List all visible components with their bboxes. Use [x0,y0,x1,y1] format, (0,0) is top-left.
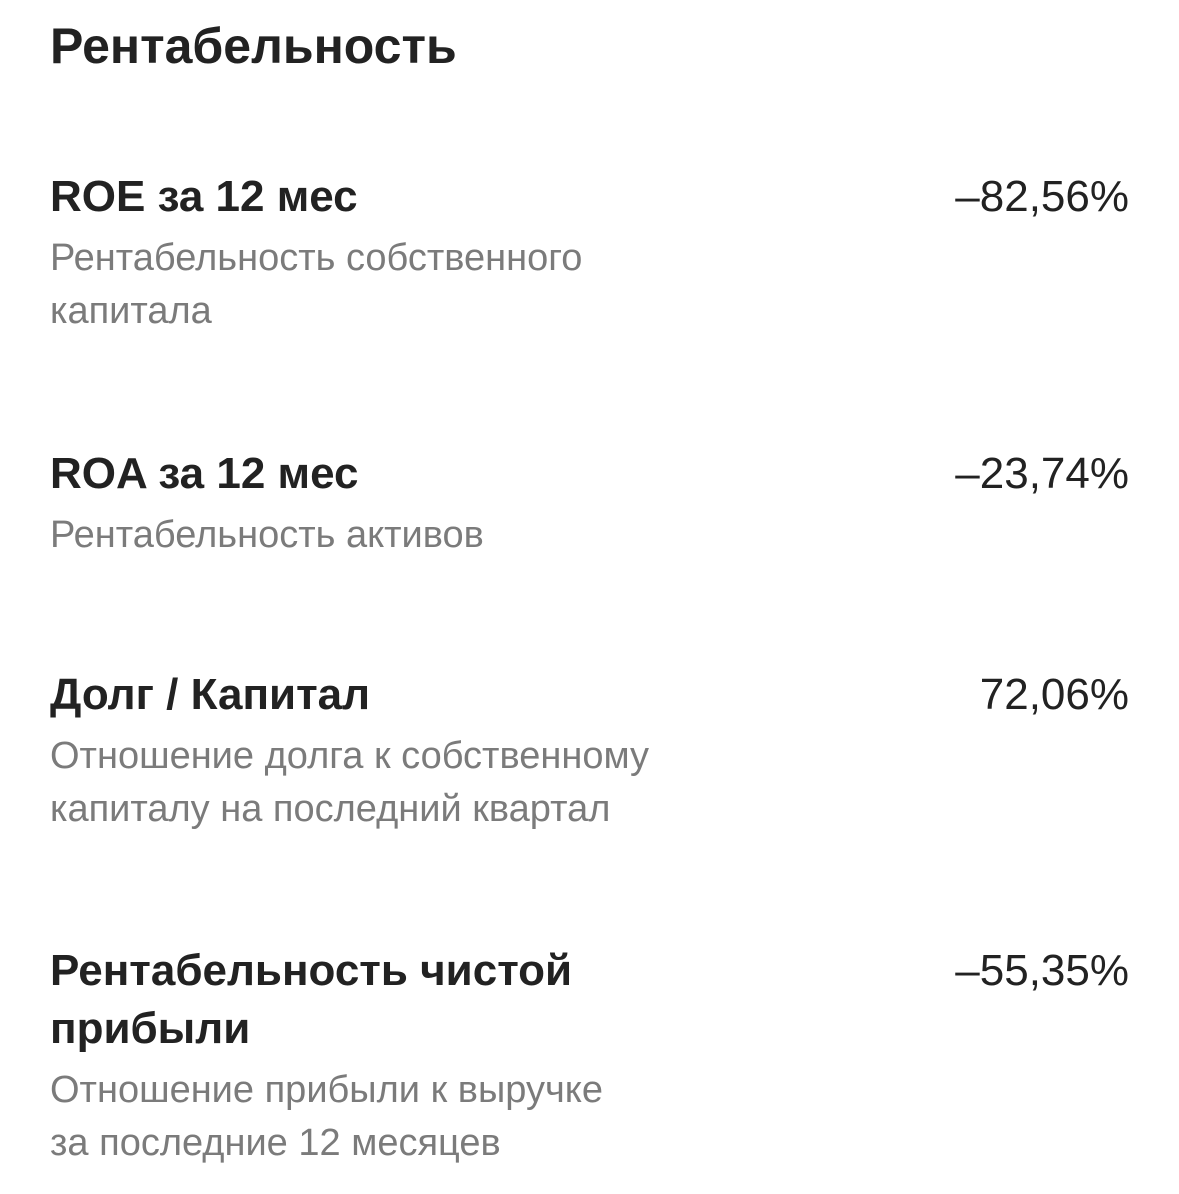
description-line: за последние 12 месяцев [50,1122,501,1164]
metric-row: Долг / Капитал 72,06% Отношение долга к со… [50,666,1129,836]
metric-value: –55,35% [955,946,1129,995]
metric-value: 72,06% [979,670,1129,719]
section-title: Рентабельность [50,18,457,74]
metric-value: –82,56% [955,172,1129,221]
label-line: ROA за 12 мес [50,449,359,498]
metric-description: Отношение долга к собственному капиталу н… [50,730,1129,836]
metric-description: Рентабельность активов [50,509,1129,562]
label-line: Долг / Капитал [50,670,371,719]
metric-row: ROE за 12 мес –82,56% Рентабельность собст… [50,168,1129,338]
metric-row: Рентабельность чистой прибыли –55,35% Отнош… [50,942,1129,1170]
label-line: прибыли [50,1004,251,1053]
description-line: Рентабельность активов [50,514,484,556]
label-line: Рентабельность чистой [50,946,573,995]
description-line: капитала [50,290,212,332]
description-line: Рентабельность собственного [50,237,583,279]
metric-description: Рентабельность собственного капитала [50,232,1129,338]
description-line: Отношение долга к собственному [50,735,650,777]
label-line: ROE за 12 мес [50,172,358,221]
metric-description: Отношение прибыли к выручке за последние … [50,1064,1129,1170]
metric-row: ROA за 12 мес –23,74% Рентабельность актив… [50,445,1129,562]
description-line: капиталу на последний квартал [50,788,611,830]
metric-label: Рентабельность чистой прибыли [50,942,1129,1058]
metric-label: ROA за 12 мес [50,445,1129,503]
metric-label: Долг / Капитал [50,666,1129,724]
description-line: Отношение прибыли к выручке [50,1069,603,1111]
metric-value: –23,74% [955,449,1129,498]
metric-label: ROE за 12 мес [50,168,1129,226]
